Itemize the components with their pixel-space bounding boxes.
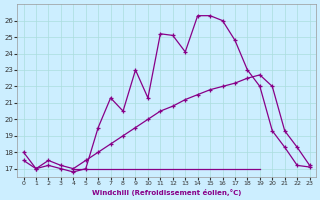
X-axis label: Windchill (Refroidissement éolien,°C): Windchill (Refroidissement éolien,°C) [92, 189, 241, 196]
